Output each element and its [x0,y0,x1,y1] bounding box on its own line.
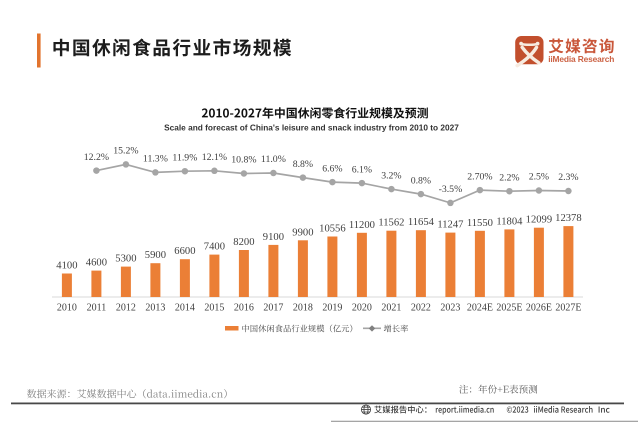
svg-text:11200: 11200 [349,220,375,231]
svg-text:5900: 5900 [145,250,166,261]
svg-text:2012: 2012 [116,303,136,314]
svg-text:2.70%: 2.70% [467,171,492,182]
svg-text:6600: 6600 [174,246,195,257]
svg-text:2025E: 2025E [496,303,522,314]
svg-text:10.8%: 10.8% [231,155,256,166]
svg-text:12378: 12378 [555,213,581,224]
svg-text:2023: 2023 [440,303,460,314]
svg-text:2013: 2013 [145,303,165,314]
svg-text:15.2%: 15.2% [113,146,138,157]
svg-text:2026E: 2026E [526,303,552,314]
svg-text:9900: 9900 [292,227,313,238]
svg-text:3.2%: 3.2% [381,170,401,181]
svg-text:11804: 11804 [496,216,523,227]
svg-text:4600: 4600 [86,258,107,269]
svg-text:12.1%: 12.1% [202,152,227,163]
svg-text:2022: 2022 [411,303,431,314]
svg-text:6.6%: 6.6% [322,163,342,174]
svg-text:6.1%: 6.1% [352,164,372,175]
svg-text:2.5%: 2.5% [529,172,549,183]
svg-text:2021: 2021 [381,303,401,314]
svg-text:11247: 11247 [437,220,463,231]
svg-text:2016: 2016 [234,303,254,314]
svg-text:2020: 2020 [352,303,372,314]
svg-text:8.8%: 8.8% [293,159,313,170]
svg-text:4100: 4100 [56,261,77,272]
svg-text:2011: 2011 [87,303,107,314]
svg-text:Scale and forecast of China's: Scale and forecast of China's leisure an… [164,123,459,133]
svg-text:-3.5%: -3.5% [439,184,463,195]
svg-text:2015: 2015 [204,303,224,314]
svg-text:11654: 11654 [408,217,435,228]
svg-text:2019: 2019 [322,303,342,314]
svg-text:2027E: 2027E [555,303,581,314]
svg-text:2024E: 2024E [467,303,493,314]
svg-text:11.9%: 11.9% [172,152,197,163]
svg-text:12.2%: 12.2% [84,152,109,163]
svg-text:10556: 10556 [319,224,345,235]
svg-text:11.3%: 11.3% [143,154,168,165]
svg-text:2017: 2017 [263,303,283,314]
svg-text:5300: 5300 [115,254,136,265]
svg-text:11550: 11550 [467,218,493,229]
svg-text:2.3%: 2.3% [558,172,578,183]
svg-text:iiMedia Research: iiMedia Research [548,54,614,64]
svg-text:11.0%: 11.0% [261,154,286,165]
svg-text:9100: 9100 [263,232,284,243]
svg-text:2018: 2018 [293,303,313,314]
svg-text:2014: 2014 [175,303,195,314]
svg-text:12099: 12099 [526,215,552,226]
svg-text:8200: 8200 [233,237,254,248]
svg-text:11562: 11562 [378,218,404,229]
svg-text:7400: 7400 [204,242,225,253]
svg-text:2010: 2010 [57,303,77,314]
svg-text:2.2%: 2.2% [499,172,519,183]
svg-text:0.8%: 0.8% [411,175,431,186]
